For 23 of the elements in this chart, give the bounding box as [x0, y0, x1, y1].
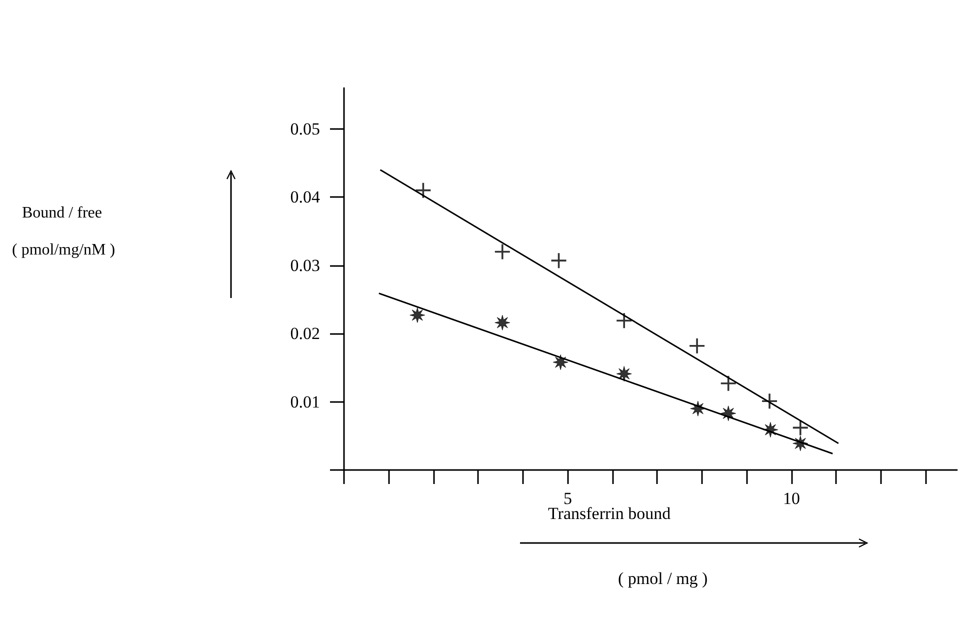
point: [690, 400, 706, 416]
point: [792, 419, 809, 436]
x-tick-label: 10: [782, 489, 800, 508]
point: [720, 374, 737, 392]
point: [494, 314, 510, 330]
point: [761, 392, 778, 410]
y-tick-label: 0.04: [290, 188, 320, 207]
y-tick-label: 0.03: [290, 256, 320, 275]
point: [550, 252, 568, 269]
text: Bound / free ( pmol/mg/nM ): [12, 204, 116, 258]
point: [616, 366, 632, 382]
y-tick-label: 0.02: [290, 324, 320, 344]
point: [792, 436, 808, 452]
point: [616, 312, 632, 330]
point: [552, 354, 568, 370]
point: [762, 422, 778, 438]
point: [494, 243, 511, 260]
point: [414, 182, 432, 199]
point: [688, 337, 706, 354]
point: [720, 406, 736, 422]
point: [410, 307, 426, 323]
y-tick-label: 0.05: [290, 119, 320, 138]
y-tick-label: 0.01: [290, 392, 320, 412]
